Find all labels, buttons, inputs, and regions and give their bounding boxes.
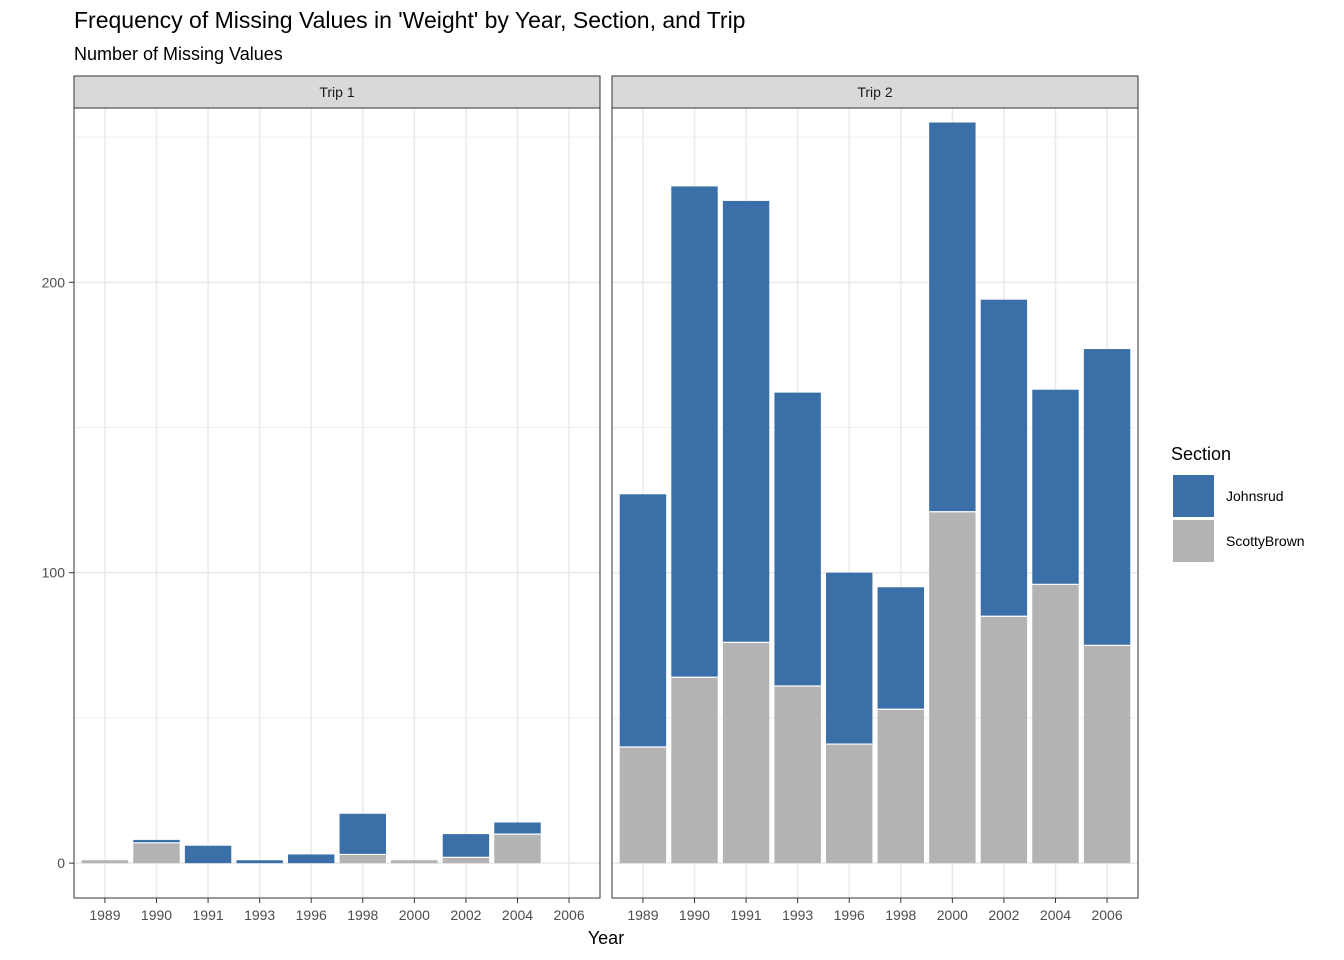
- bar-johnsrud-1991: [185, 846, 231, 863]
- x-tick-label-2000: 2000: [399, 907, 430, 923]
- bar-johnsrud-1998: [340, 814, 386, 855]
- bars: [620, 123, 1131, 864]
- bar-scottybrown-1996: [826, 744, 872, 863]
- bar-johnsrud-1993: [774, 393, 820, 686]
- x-tick-label-1990: 1990: [141, 907, 172, 923]
- bar-scottybrown-1998: [878, 709, 924, 863]
- y-tick-label-100: 100: [42, 565, 66, 581]
- bar-scottybrown-2000: [391, 860, 437, 863]
- bar-scottybrown-2002: [981, 616, 1027, 863]
- x-tick-label-1998: 1998: [885, 907, 916, 923]
- x-tick-label-1989: 1989: [627, 907, 658, 923]
- bar-scottybrown-2006: [1084, 645, 1130, 863]
- bar-scottybrown-1991: [723, 642, 769, 863]
- facet-strip-label-2: Trip 2: [857, 84, 892, 100]
- legend-label-scottybrown: ScottyBrown: [1226, 533, 1305, 549]
- x-tick-label-1991: 1991: [731, 907, 762, 923]
- bar-johnsrud-2006: [1084, 349, 1130, 645]
- y-tick-label-0: 0: [57, 855, 65, 871]
- bar-johnsrud-1990: [671, 186, 717, 677]
- x-tick-label-1998: 1998: [347, 907, 378, 923]
- bar-scottybrown-2002: [443, 857, 489, 863]
- x-tick-label-1993: 1993: [782, 907, 813, 923]
- x-tick-label-2004: 2004: [502, 907, 533, 923]
- bar-scottybrown-1990: [133, 843, 179, 863]
- bar-scottybrown-1993: [774, 686, 820, 863]
- x-tick-label-2000: 2000: [937, 907, 968, 923]
- x-tick-label-2004: 2004: [1040, 907, 1071, 923]
- legend-key-johnsrud: [1173, 475, 1214, 517]
- legend-key-scottybrown: [1173, 520, 1214, 562]
- chart-subtitle: Number of Missing Values: [74, 44, 283, 64]
- bar-johnsrud-1998: [878, 587, 924, 709]
- x-tick-label-2002: 2002: [988, 907, 1019, 923]
- x-tick-label-1996: 1996: [834, 907, 865, 923]
- x-tick-label-1996: 1996: [296, 907, 327, 923]
- bar-scottybrown-1998: [340, 854, 386, 863]
- facet-strip-label-1: Trip 1: [319, 84, 354, 100]
- bar-johnsrud-2000: [929, 123, 975, 512]
- bar-johnsrud-2004: [1032, 390, 1078, 585]
- x-tick-label-1991: 1991: [193, 907, 224, 923]
- bar-johnsrud-1996: [826, 573, 872, 744]
- x-tick-label-1989: 1989: [89, 907, 120, 923]
- x-tick-label-2006: 2006: [553, 907, 584, 923]
- legend: Section Johnsrud ScottyBrown: [1171, 444, 1305, 562]
- bar-johnsrud-1989: [620, 494, 666, 747]
- bar-johnsrud-2002: [981, 300, 1027, 617]
- legend-label-johnsrud: Johnsrud: [1226, 488, 1284, 504]
- x-tick-label-2006: 2006: [1091, 907, 1122, 923]
- bar-johnsrud-1993: [236, 860, 282, 863]
- chart-title: Frequency of Missing Values in 'Weight' …: [74, 7, 745, 33]
- x-tick-label-1990: 1990: [679, 907, 710, 923]
- bar-johnsrud-1996: [288, 854, 334, 863]
- bar-johnsrud-2002: [443, 834, 489, 857]
- legend-title: Section: [1171, 444, 1231, 464]
- bar-scottybrown-1990: [671, 677, 717, 863]
- bar-scottybrown-1989: [620, 747, 666, 863]
- bar-scottybrown-2004: [494, 834, 540, 863]
- x-tick-label-2002: 2002: [450, 907, 481, 923]
- panel-border: [74, 108, 600, 898]
- y-tick-label-200: 200: [42, 274, 66, 290]
- bar-johnsrud-2004: [494, 822, 540, 834]
- gridlines: [74, 108, 600, 898]
- facet-panel-2: Trip 2 1989 1990 1991 1993 1996 1998 2000 2002 20…: [612, 76, 1138, 923]
- bar-scottybrown-1989: [82, 860, 128, 863]
- x-tick-label-1993: 1993: [244, 907, 275, 923]
- bar-scottybrown-2004: [1032, 584, 1078, 863]
- bar-johnsrud-1991: [723, 201, 769, 642]
- bar-scottybrown-2000: [929, 512, 975, 863]
- x-axis-title: Year: [588, 928, 624, 948]
